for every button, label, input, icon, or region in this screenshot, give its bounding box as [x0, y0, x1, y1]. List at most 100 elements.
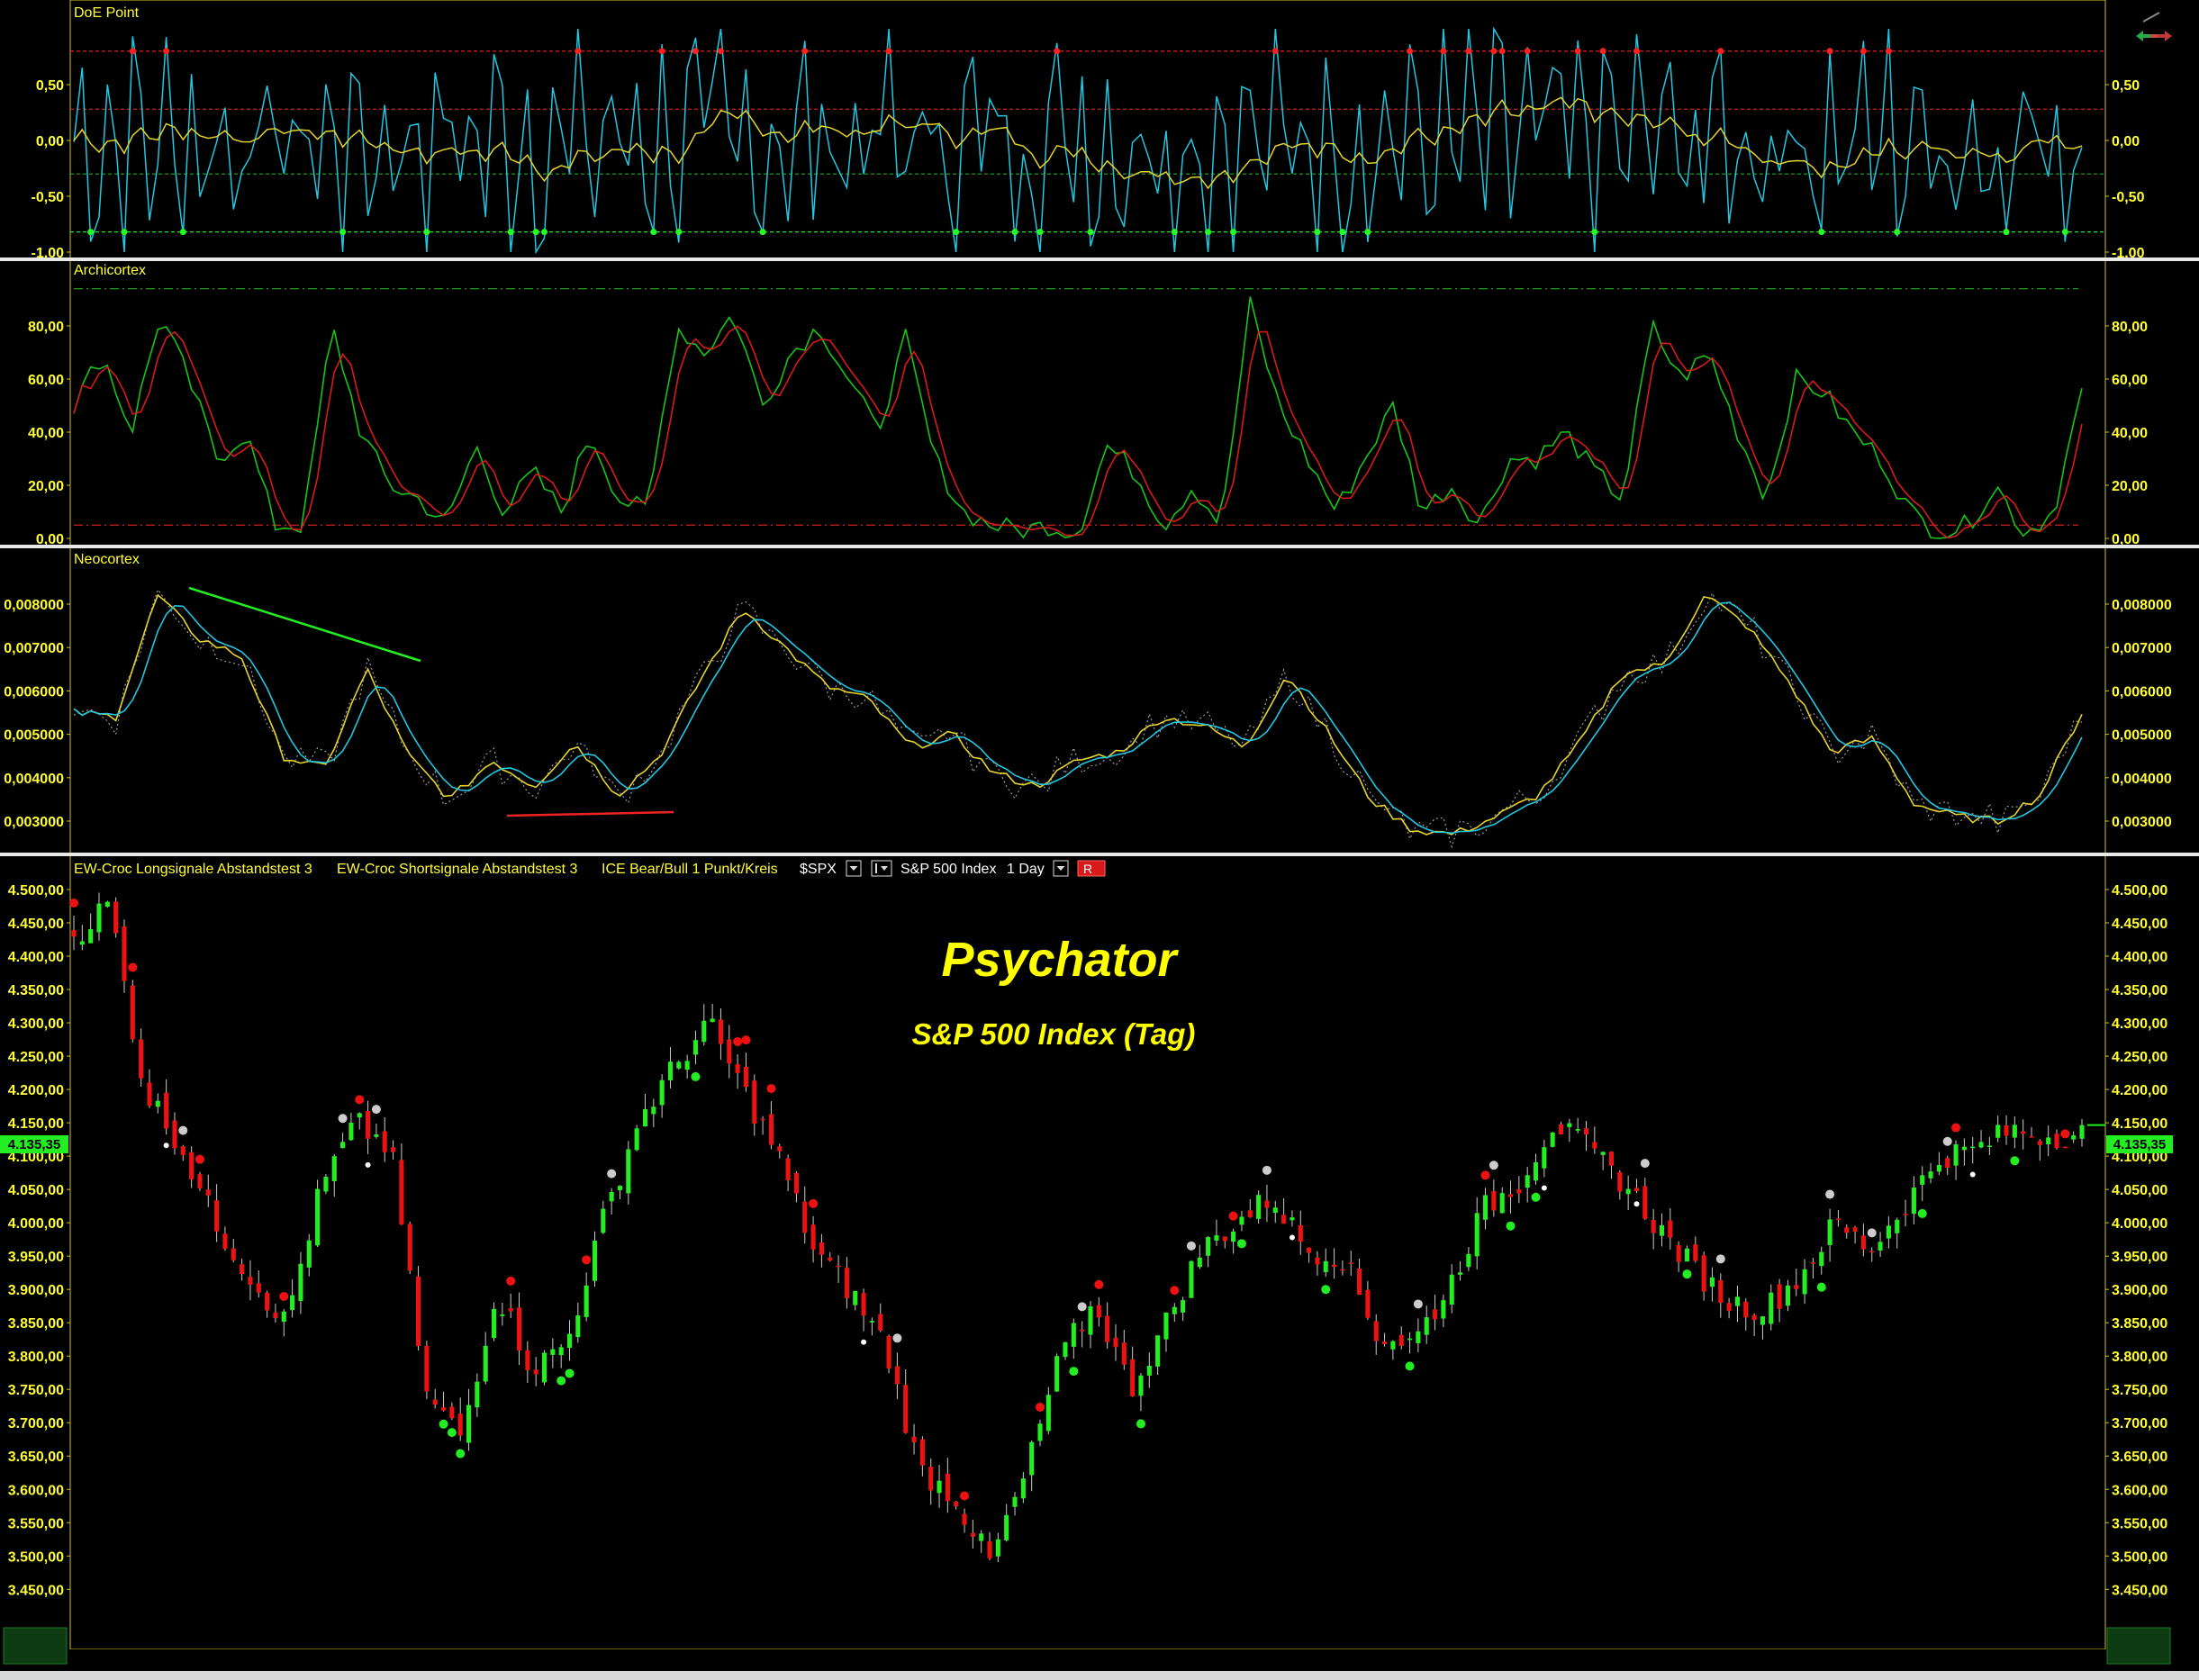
y-tick-label-right: 0,005000: [2112, 728, 2172, 744]
realtime-badge[interactable]: R: [1077, 860, 1106, 877]
candle-body: [1155, 1335, 1161, 1367]
doe-sell-dot: [1498, 48, 1506, 55]
y-tick-label-right: 3.650,00: [2112, 1450, 2167, 1465]
candle-body: [189, 1152, 195, 1179]
candle-body: [1895, 1219, 1900, 1233]
candle-body: [1256, 1195, 1262, 1219]
bear-signal-dot: [195, 1154, 204, 1164]
candle-body: [760, 1118, 765, 1121]
candle-body: [1878, 1242, 1883, 1251]
doe-sell-dot: [1524, 48, 1531, 55]
y-tick-label-right: 0,00: [2112, 134, 2140, 149]
candle-body: [1491, 1190, 1497, 1211]
y-tick-label-right: 4.050,00: [2112, 1183, 2167, 1198]
candle-body: [718, 1019, 724, 1044]
bear-signal-dot: [741, 1035, 751, 1045]
y-tick-label-left: 4.000,00: [8, 1216, 64, 1232]
candle-body: [1020, 1478, 1026, 1499]
left-scroll-stub[interactable]: [3, 1627, 68, 1665]
legend-longsignale[interactable]: EW-Croc Longsignale Abstandstest 3: [74, 862, 312, 877]
candle-body: [1138, 1375, 1144, 1396]
candle-body: [1130, 1359, 1136, 1397]
candle-body: [449, 1406, 455, 1419]
legend-ice-bear-bull[interactable]: ICE Bear/Bull 1 Punkt/Kreis: [602, 862, 778, 877]
doe-slow-line: [73, 96, 2083, 190]
candle-body: [684, 1061, 690, 1070]
interval-dropdown-button[interactable]: [1053, 860, 1069, 877]
candle-body: [1080, 1329, 1085, 1332]
legend-shortsignale[interactable]: EW-Croc Shortsignale Abstandstest 3: [337, 862, 577, 877]
y-tick-label-left: 4.400,00: [8, 950, 64, 965]
candle-body: [743, 1067, 748, 1088]
candle-body: [366, 1111, 371, 1139]
candle-body: [1231, 1231, 1236, 1242]
bull-signal-dot: [447, 1428, 457, 1438]
neo-fast-line: [73, 593, 2083, 835]
y-tick-label-left: 3.550,00: [8, 1516, 64, 1531]
symbol-dropdown-button[interactable]: [846, 860, 862, 877]
doe-sell-dot: [1574, 48, 1581, 55]
candle-body: [500, 1314, 505, 1316]
y-tick-label-left: 3.450,00: [8, 1583, 64, 1598]
candle-body: [122, 926, 127, 981]
candle-body: [1357, 1269, 1362, 1296]
doe-buy-dot: [1591, 229, 1598, 236]
legend-symbol[interactable]: $SPX: [800, 862, 837, 877]
candle-body: [727, 1039, 732, 1064]
candle-body: [1827, 1219, 1832, 1245]
candle-body: [407, 1224, 412, 1271]
candle-body: [1516, 1189, 1522, 1194]
sync-arrows-icon[interactable]: [2136, 12, 2172, 41]
y-tick-label-left: 0,005000: [4, 728, 64, 744]
candle-body: [315, 1188, 321, 1246]
candle-body: [374, 1134, 379, 1137]
candle-body: [1785, 1285, 1790, 1306]
candle-body: [962, 1513, 967, 1525]
y-tick-label-left: 3.800,00: [8, 1350, 64, 1365]
neutral-signal-dot: [1640, 1159, 1650, 1169]
bear-signal-dot: [1480, 1170, 1490, 1180]
candle-body: [1290, 1217, 1295, 1221]
candle-body: [1978, 1142, 1984, 1148]
bull-signal-dot: [1069, 1367, 1079, 1377]
doe-buy-dot: [339, 229, 347, 236]
y-tick-label-left: 4.250,00: [8, 1050, 64, 1065]
y-tick-label-right: 20,00: [2112, 479, 2148, 494]
candle-body: [1726, 1303, 1732, 1312]
candle-body: [558, 1347, 564, 1356]
candle-body: [1466, 1253, 1471, 1268]
candle-body: [954, 1501, 959, 1507]
candle-body: [979, 1533, 984, 1541]
candle-body: [290, 1295, 295, 1311]
y-tick-label-left: 3.500,00: [8, 1549, 64, 1565]
candle-body: [1054, 1356, 1060, 1392]
right-scroll-stub[interactable]: [2106, 1627, 2171, 1665]
candle-body: [323, 1177, 329, 1192]
candle-body: [1911, 1188, 1916, 1215]
candle-body: [1583, 1128, 1589, 1135]
chart-style-dropdown-button[interactable]: [871, 860, 892, 877]
doe-sell-dot: [1826, 48, 1833, 55]
candle-body: [1709, 1277, 1715, 1287]
candle-body: [516, 1307, 522, 1351]
y-tick-label-right: 0,003000: [2112, 815, 2172, 830]
candle-body: [1373, 1321, 1379, 1341]
legend-interval: 1 Day: [1007, 862, 1045, 877]
candle-body: [1852, 1227, 1858, 1232]
small-signal-dot: [861, 1339, 867, 1345]
y-tick-label-left: 4.100,00: [8, 1150, 64, 1165]
candle-body: [752, 1080, 757, 1124]
small-signal-dot: [1541, 1185, 1547, 1191]
bull-signal-dot: [439, 1419, 448, 1429]
bull-signal-dot: [1816, 1282, 1826, 1292]
candle-body: [1986, 1145, 1992, 1148]
y-tick-label-right: 60,00: [2112, 373, 2148, 388]
candle-body: [1063, 1341, 1068, 1358]
candle-body: [735, 1064, 740, 1073]
doe-sell-dot: [1633, 48, 1640, 55]
doe-buy-dot: [1036, 229, 1044, 236]
candle-body: [566, 1333, 573, 1349]
candle-body: [1398, 1334, 1404, 1347]
candle-body: [1071, 1323, 1076, 1347]
